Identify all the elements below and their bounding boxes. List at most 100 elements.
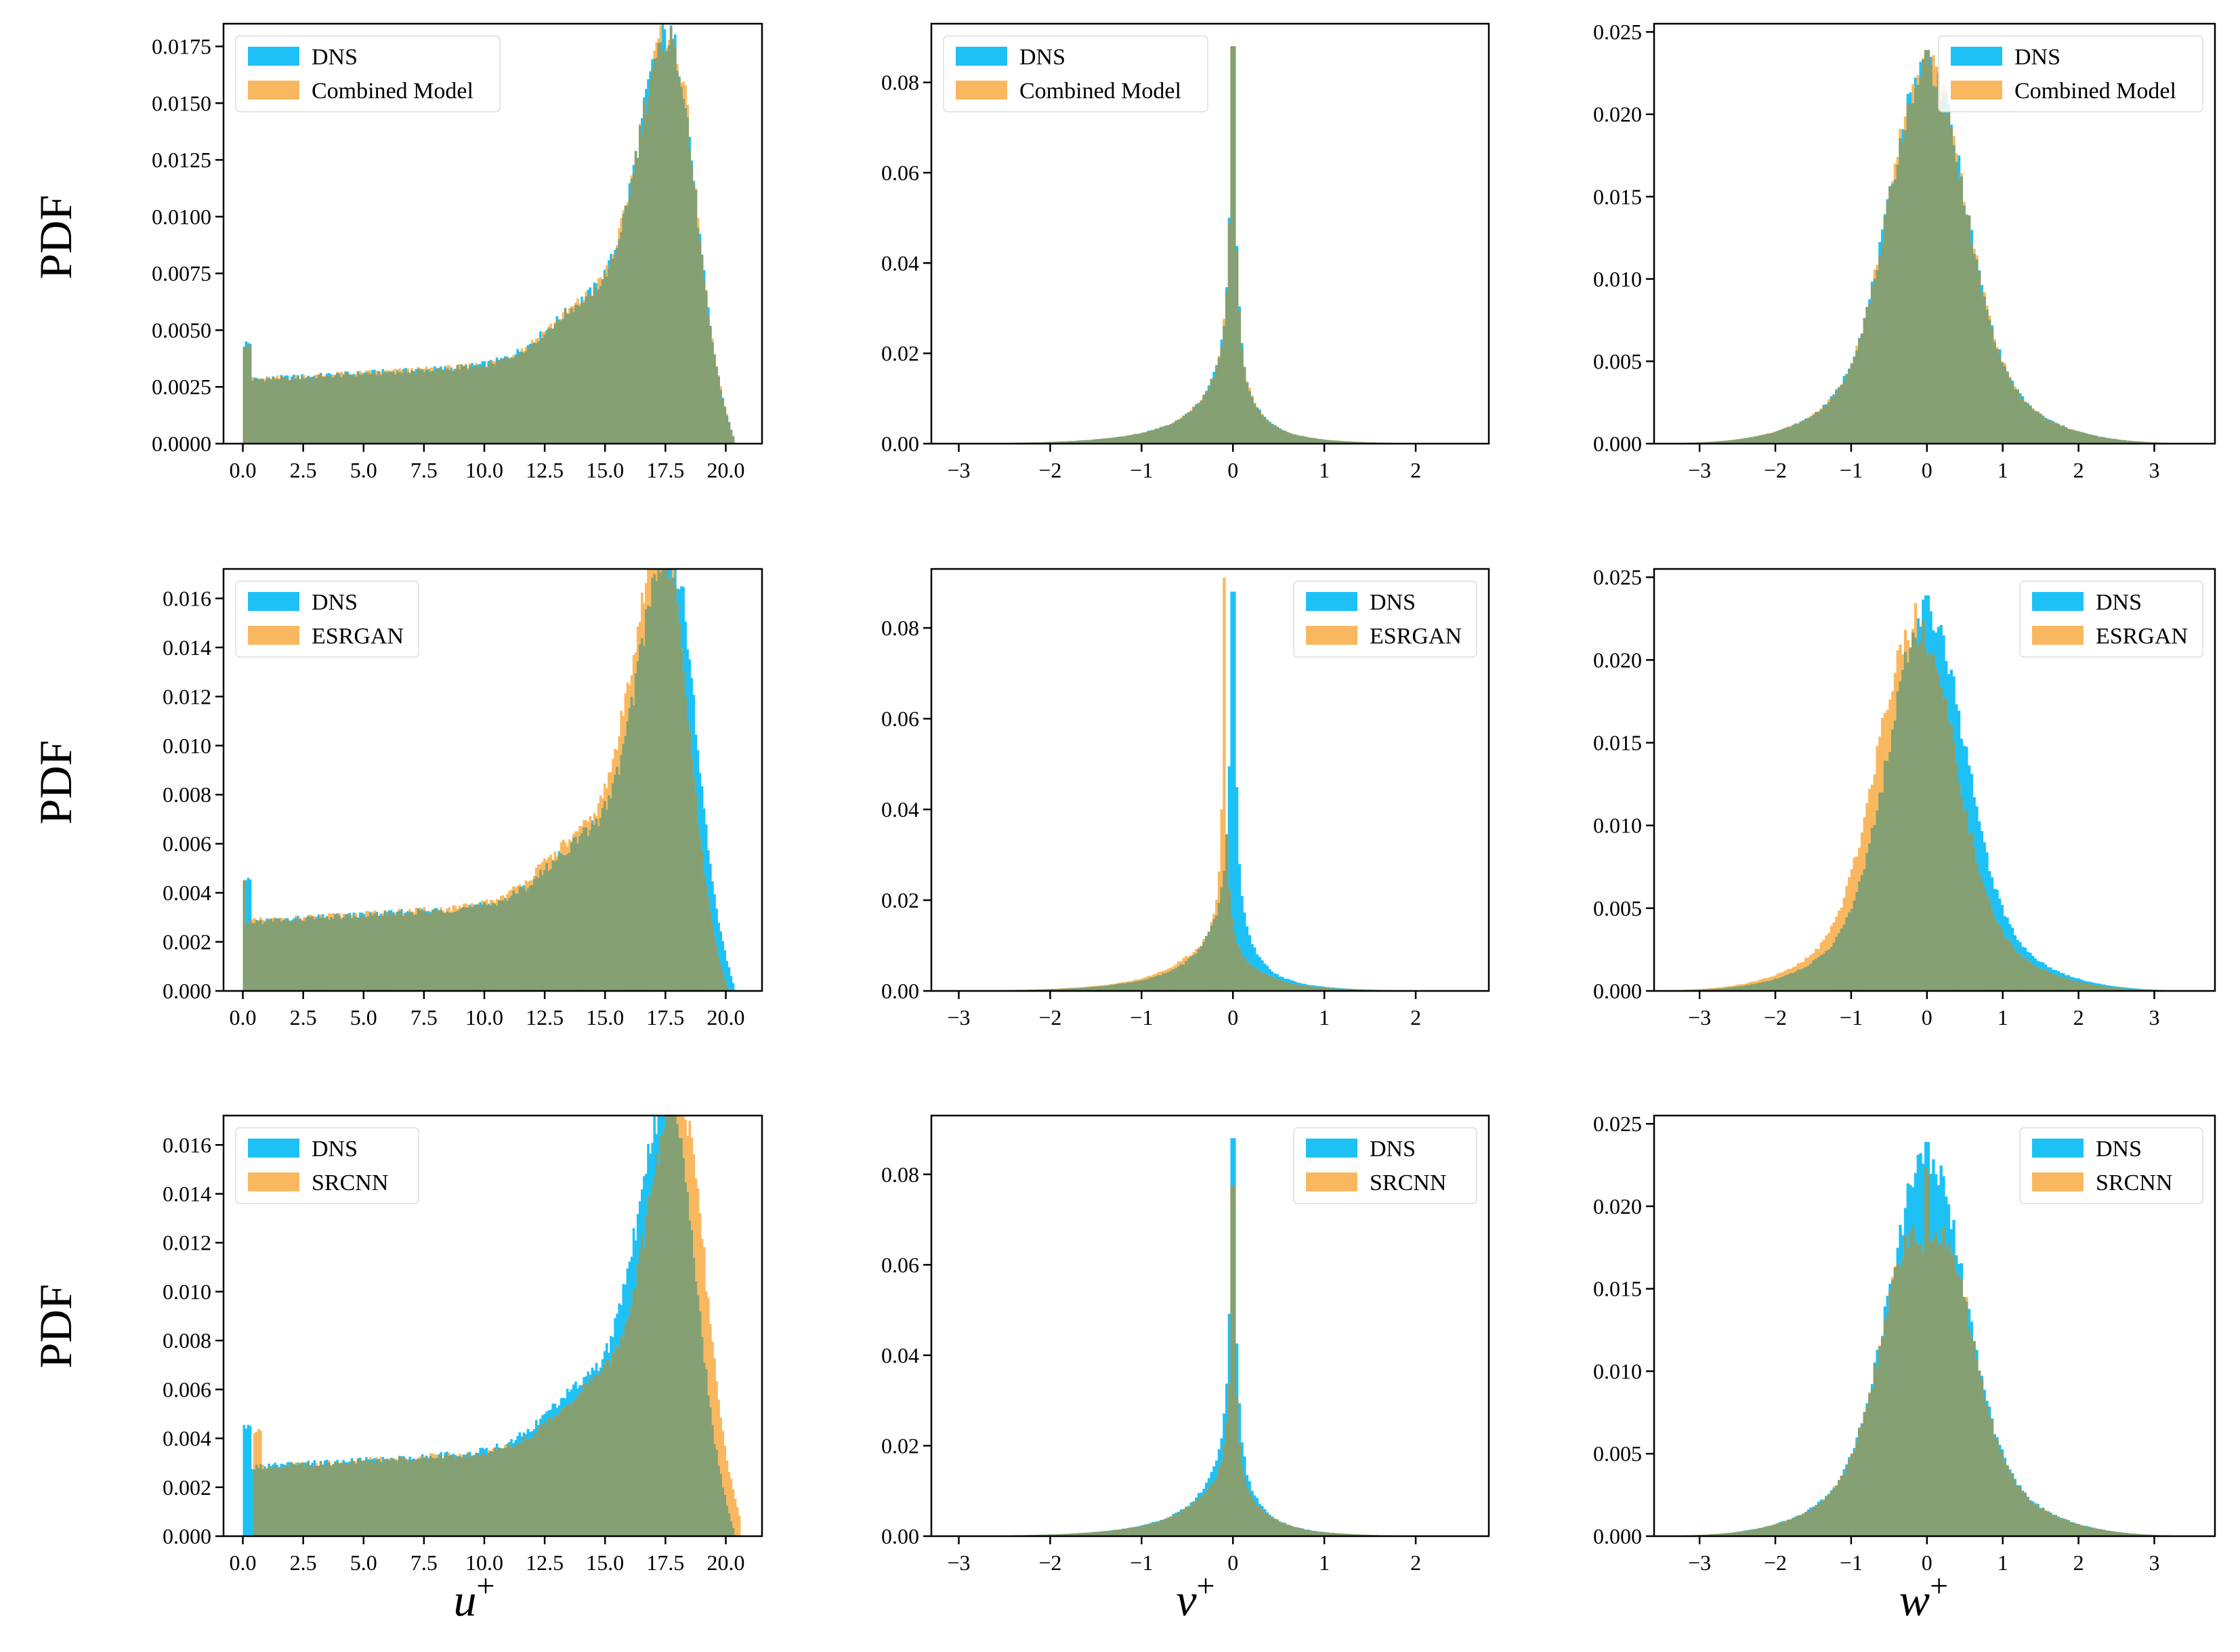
overlap-bar [369, 913, 372, 991]
overlap-bar [375, 1459, 379, 1536]
overlap-bar [618, 239, 621, 444]
overlap-bar [725, 415, 729, 444]
overlap-bar [1309, 986, 1312, 991]
overlap-bar [253, 379, 256, 444]
overlap-bar [1746, 985, 1749, 991]
overlap-bar [686, 117, 690, 444]
overlap-bar [429, 1456, 432, 1536]
overlap-bar [520, 352, 524, 444]
y-tick-label: 0.000 [1593, 431, 1642, 456]
overlap-bar [1250, 966, 1254, 991]
y-tick-label: 0.0050 [152, 318, 211, 342]
overlap-bar [299, 379, 301, 444]
overlap-bar [1250, 397, 1254, 444]
overlap-bar [1313, 987, 1317, 991]
overlap-bar [1146, 979, 1150, 991]
overlap-bar [603, 273, 606, 444]
overlap-bar [1955, 762, 1958, 991]
overlap-bar [1945, 698, 1948, 991]
overlap-bar [415, 373, 418, 444]
overlap-bar [663, 569, 667, 991]
overlap-bar [1128, 435, 1133, 444]
overlap-bar [1809, 417, 1813, 444]
overlap-bar [671, 39, 675, 444]
overlap-bar [427, 370, 430, 444]
overlap-bar [1146, 431, 1150, 444]
overlap-bar [469, 906, 471, 991]
overlap-bar [1776, 978, 1780, 991]
overlap-bar [700, 1336, 704, 1536]
overlap-bar [1313, 438, 1317, 444]
overlap-bar [1286, 982, 1290, 991]
overlap-bar [1715, 988, 1718, 991]
overlap-bar [1723, 440, 1726, 444]
y-tick-label: 0.010 [1593, 813, 1642, 838]
overlap-bar [1746, 438, 1749, 444]
overlap-bar [645, 1215, 648, 1536]
model-bar [721, 1431, 725, 1536]
overlap-bar [1311, 986, 1315, 991]
legend-swatch [956, 47, 1007, 66]
overlap-bar [572, 837, 575, 991]
x-tick-label: −2 [1038, 458, 1061, 482]
overlap-bar [589, 830, 592, 991]
overlap-bar [686, 721, 690, 991]
panels: 0.00000.00250.00500.00750.01000.01250.01… [152, 20, 2216, 1575]
overlap-bar [487, 905, 490, 991]
overlap-bar [338, 915, 341, 991]
overlap-bar [1200, 400, 1203, 444]
overlap-bar [1878, 256, 1882, 444]
overlap-bar [568, 314, 571, 444]
overlap-bar [585, 1382, 588, 1536]
overlap-bar [502, 1448, 505, 1536]
overlap-bar [2036, 412, 2040, 444]
overlap-bar [522, 1436, 526, 1536]
y-tick-label: 0.06 [881, 161, 919, 185]
overlap-bar [389, 1459, 393, 1536]
overlap-bar [2062, 426, 2065, 444]
overlap-bar [454, 368, 457, 444]
overlap-bar [1845, 374, 1848, 444]
overlap-bar [1876, 270, 1879, 444]
overlap-bar [1850, 364, 1854, 444]
overlap-bar [553, 324, 557, 444]
overlap-bar [524, 1439, 528, 1536]
x-tick-label: 0 [1227, 458, 1238, 482]
overlap-bar [317, 375, 320, 444]
overlap-bar [1967, 833, 1971, 991]
overlap-bar [2102, 437, 2106, 444]
overlap-bar [1068, 988, 1072, 991]
overlap-bar [1730, 440, 1734, 444]
overlap-bar [1783, 975, 1788, 991]
overlap-bar [1743, 986, 1747, 991]
overlap-bar [2023, 957, 2027, 991]
overlap-bar [1235, 251, 1239, 444]
overlap-bar [676, 70, 679, 444]
overlap-bar [688, 1220, 692, 1536]
overlap-bar [1141, 432, 1145, 444]
overlap-bar [1865, 853, 1869, 991]
overlap-bar [354, 376, 358, 444]
overlap-bar [497, 362, 501, 444]
overlap-bar [671, 1116, 675, 1536]
overlap-bar [2019, 953, 2022, 991]
y-tick-label: 0.0075 [152, 261, 211, 286]
overlap-bar [1837, 387, 1841, 444]
overlap-bar [2100, 437, 2103, 444]
overlap-bar [295, 1464, 297, 1536]
overlap-bar [647, 96, 650, 444]
overlap-bar [330, 377, 333, 444]
x-tick-label: −1 [1130, 458, 1153, 482]
overlap-bar [2100, 986, 2103, 991]
overlap-bar [1240, 955, 1244, 991]
overlap-bar [297, 920, 299, 991]
overlap-bar [367, 373, 370, 444]
overlap-bar [694, 190, 698, 444]
y-tick-label: 0.010 [1593, 267, 1642, 291]
overlap-bar [330, 1465, 333, 1536]
overlap-bar [2077, 981, 2081, 991]
overlap-bar [1916, 85, 1920, 444]
overlap-bar [1723, 988, 1726, 991]
overlap-bar [616, 766, 618, 991]
